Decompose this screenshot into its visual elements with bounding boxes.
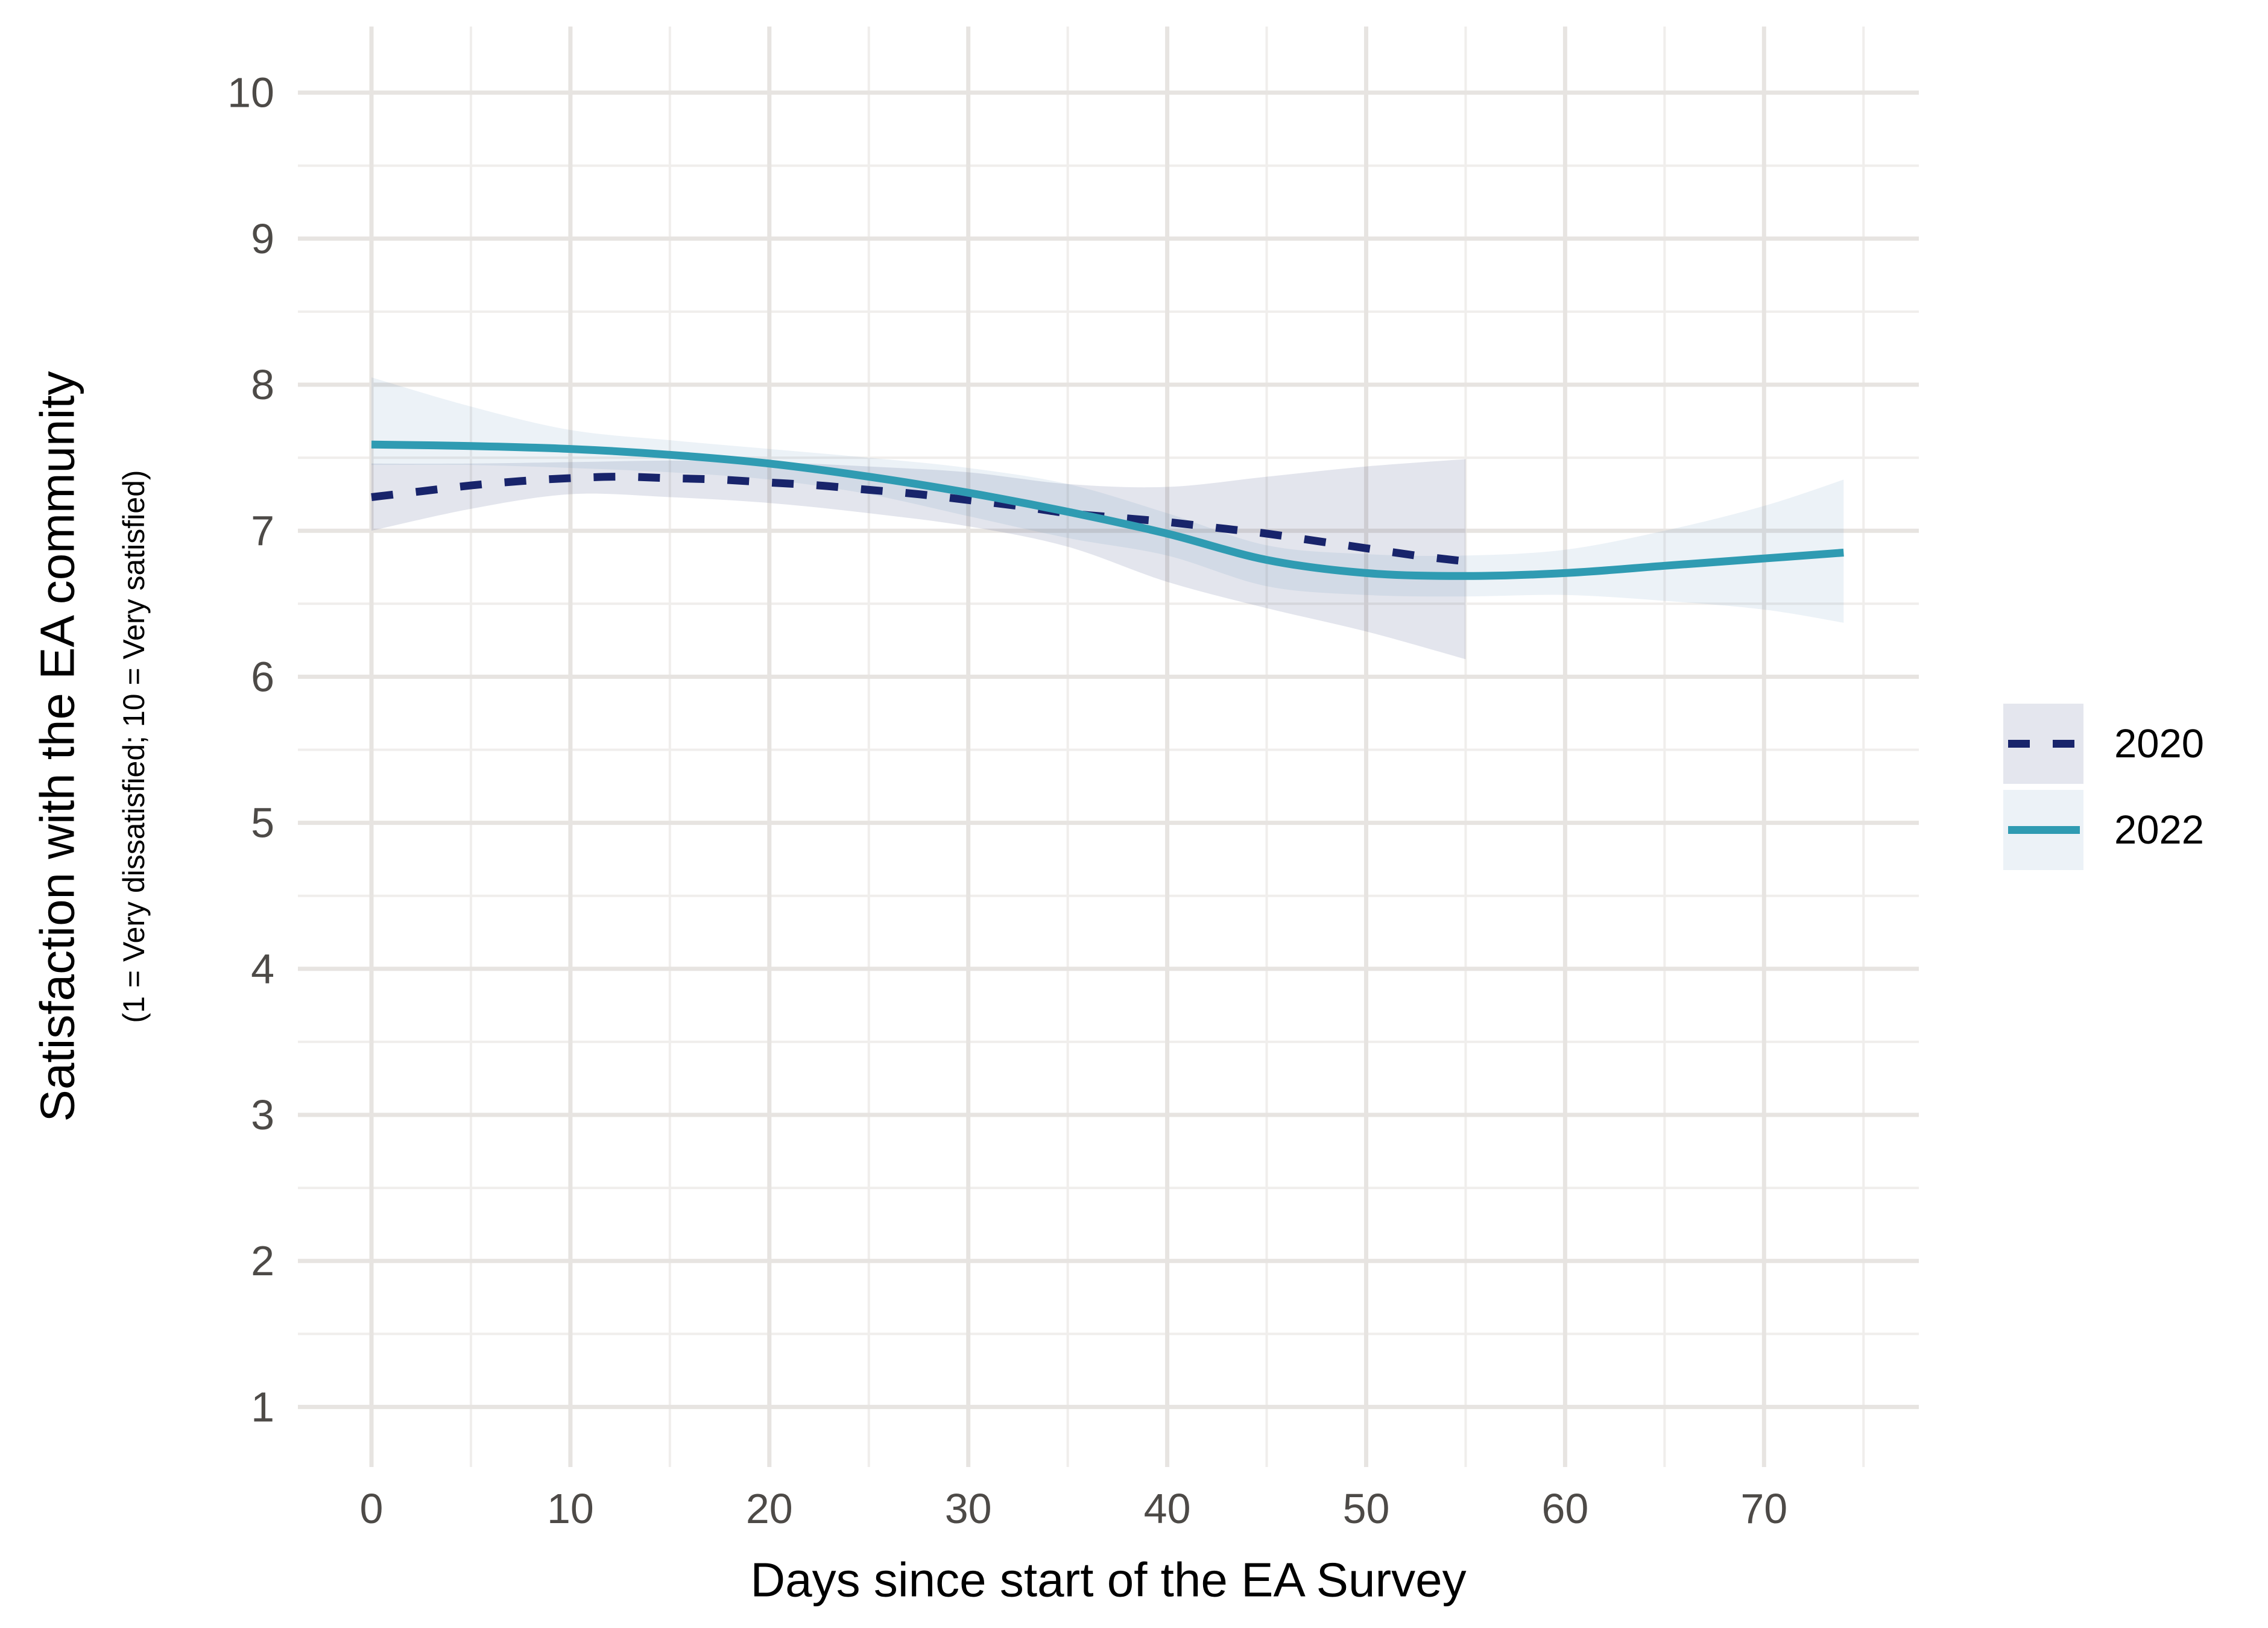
- x-tick-label: 50: [1343, 1485, 1390, 1532]
- x-tick-label: 60: [1541, 1485, 1588, 1532]
- y-tick-label: 8: [251, 361, 274, 408]
- line-2022: [371, 440, 1844, 580]
- y-axis-tick-labels: 1 2 3 4 5 6 7 8 9 10: [227, 69, 274, 1431]
- gridlines-major: [298, 27, 1919, 1467]
- y-axis-title: Satisfaction with the EA community: [31, 371, 84, 1122]
- legend: 2020 2022: [2003, 704, 2204, 870]
- x-tick-label: 40: [1144, 1485, 1191, 1532]
- y-tick-label: 1: [251, 1383, 274, 1430]
- x-axis-tick-labels: 0 10 20 30 40 50 60 70: [360, 1485, 1788, 1532]
- ribbon-2020: [371, 459, 1466, 660]
- gridlines-minor: [298, 27, 1919, 1467]
- y-tick-label: 9: [251, 215, 274, 262]
- legend-label-2020: 2020: [2114, 721, 2204, 766]
- trend-lines: [371, 440, 1844, 580]
- x-tick-label: 20: [746, 1485, 793, 1532]
- line-2020: [371, 473, 1467, 566]
- x-axis-title: Days since start of the EA Survey: [750, 1553, 1466, 1607]
- x-tick-label: 30: [945, 1485, 992, 1532]
- y-tick-label: 4: [251, 945, 274, 992]
- x-tick-label: 10: [547, 1485, 594, 1532]
- x-tick-label: 0: [360, 1485, 384, 1532]
- y-tick-label: 5: [251, 800, 274, 847]
- ribbon-2022: [371, 377, 1844, 623]
- y-axis-subtitle: (1 = Very dissatisfied; 10 = Very satisf…: [117, 470, 151, 1023]
- confidence-ribbons: [371, 377, 1844, 660]
- y-tick-label: 6: [251, 653, 274, 700]
- legend-label-2022: 2022: [2114, 807, 2204, 853]
- y-tick-label: 3: [251, 1091, 274, 1138]
- y-tick-label: 10: [227, 69, 274, 116]
- x-tick-label: 70: [1740, 1485, 1787, 1532]
- y-tick-label: 7: [251, 507, 274, 554]
- y-tick-label: 2: [251, 1237, 274, 1284]
